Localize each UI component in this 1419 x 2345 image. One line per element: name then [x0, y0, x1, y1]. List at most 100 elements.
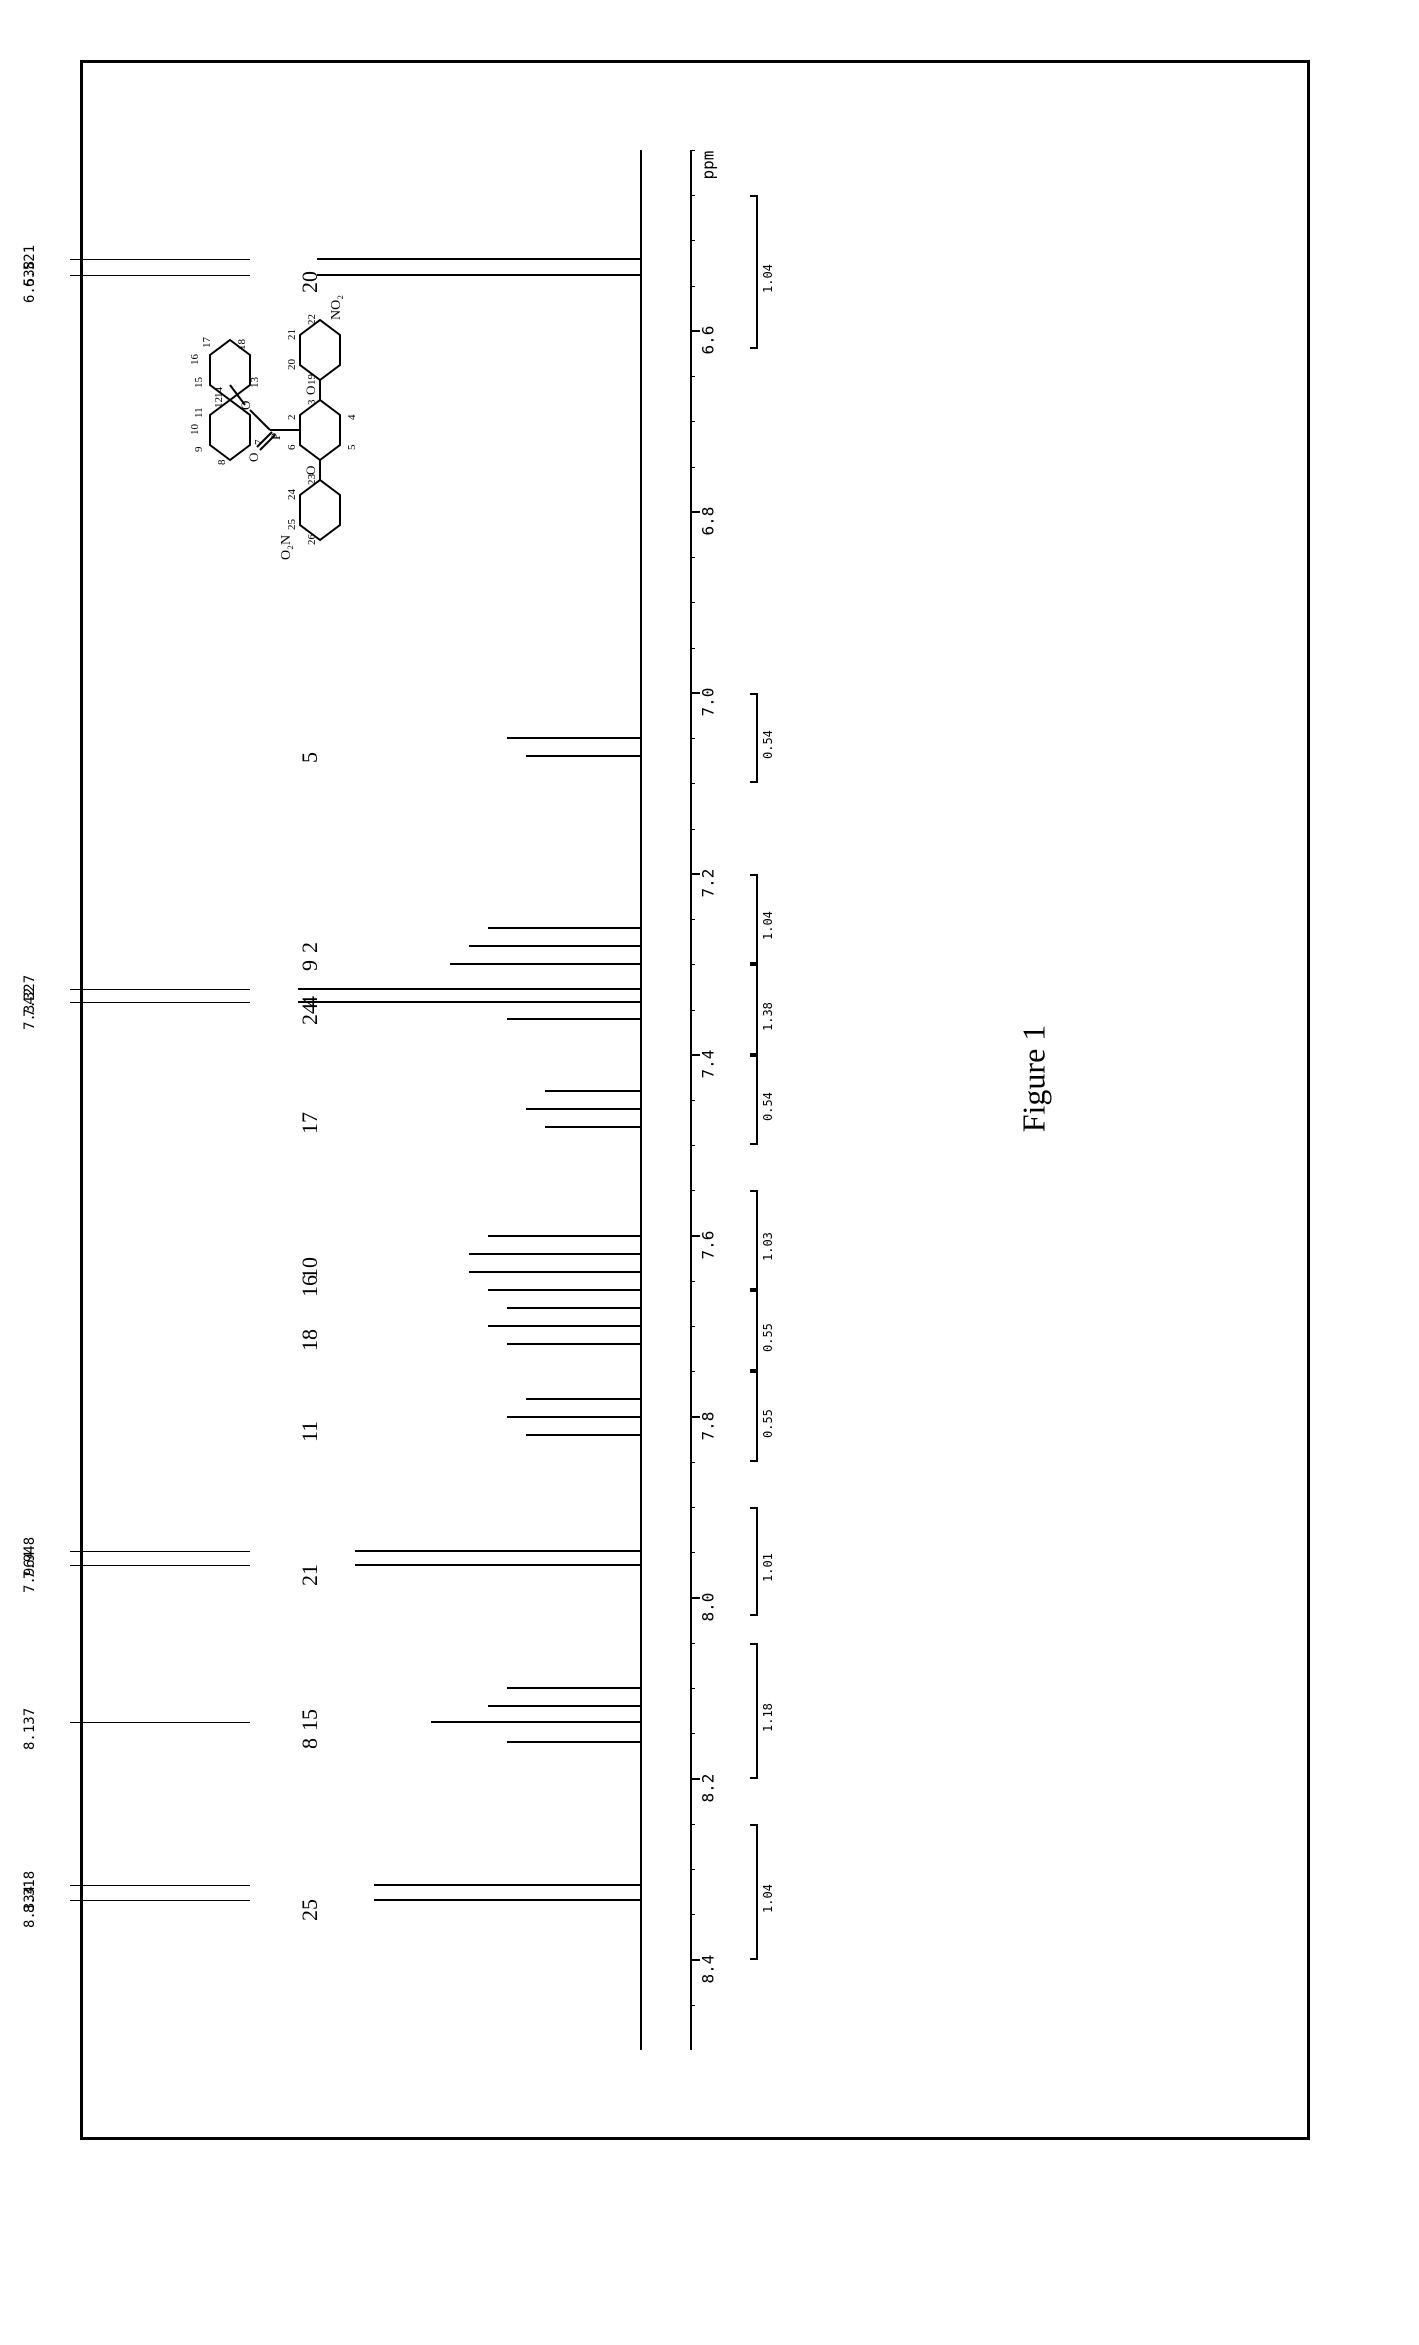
spectrum-peak: [545, 1090, 640, 1092]
spectrum-peak: [488, 1325, 640, 1327]
axis-minor-tick: [690, 1371, 695, 1372]
axis-tick-label: 7.8: [699, 1411, 718, 1440]
axis-minor-tick: [690, 1281, 695, 1282]
axis-minor-tick: [690, 1055, 695, 1056]
spectrum-peak: [488, 1705, 640, 1707]
integral-value: 1.04: [761, 911, 775, 940]
axis-minor-tick: [690, 1010, 695, 1011]
spectrum-peak: [317, 274, 640, 276]
svg-text:16: 16: [189, 354, 201, 366]
spectrum-peak: [488, 1289, 640, 1291]
axis-minor-tick: [690, 874, 695, 875]
peak-connector: [70, 1900, 250, 1901]
peak-connector: [70, 275, 250, 276]
integral-value: 1.01: [761, 1554, 775, 1583]
axis-minor-tick: [690, 602, 695, 603]
assignment-label: 17: [297, 1112, 323, 1134]
axis-tick-label: 7.0: [699, 687, 718, 716]
axis-minor-tick: [690, 512, 695, 513]
axis-tick-label: 7.6: [699, 1230, 718, 1259]
axis-minor-tick: [690, 1779, 695, 1780]
integral-bracket: [750, 1507, 758, 1616]
assignment-label: 16: [297, 1275, 323, 1297]
peak-value-label: 7.964: [22, 1551, 38, 1593]
spectrum-peak: [507, 1416, 640, 1418]
axis-minor-tick: [690, 467, 695, 468]
assignment-label: 9: [297, 960, 323, 971]
figure-caption: Figure 1: [1015, 1025, 1052, 1133]
axis-tick-label: 7.4: [699, 1049, 718, 1078]
axis-tick-label: 7.2: [699, 868, 718, 897]
spectrum-peak: [526, 755, 640, 757]
spectrum-peak: [355, 1564, 640, 1566]
spectrum-peak: [545, 1126, 640, 1128]
integral-bracket: [750, 195, 758, 349]
integral-value: 0.55: [761, 1323, 775, 1352]
axis-minor-tick: [690, 1598, 695, 1599]
axis-minor-tick: [690, 195, 695, 196]
axis-minor-tick: [690, 1733, 695, 1734]
assignment-label: 18: [297, 1329, 323, 1351]
axis-tick-label: 6.8: [699, 506, 718, 535]
axis-minor-tick: [690, 2005, 695, 2006]
integral-value: 1.04: [761, 1884, 775, 1913]
integral-bracket: [750, 964, 758, 1054]
spectrum-peak: [507, 1018, 640, 1020]
integral-bracket: [750, 693, 758, 783]
integral-bracket: [750, 874, 758, 964]
assignment-label: 24: [297, 1003, 323, 1025]
axis-minor-tick: [690, 557, 695, 558]
axis-tick-label: 8.0: [699, 1592, 718, 1621]
axis-minor-tick: [690, 783, 695, 784]
spectrum-peak: [507, 1687, 640, 1689]
axis-minor-tick: [690, 1236, 695, 1237]
peak-value-label: 7.342: [22, 988, 38, 1030]
assignment-label: 20: [297, 271, 323, 293]
svg-text:15: 15: [193, 377, 205, 389]
axis-minor-tick: [690, 150, 695, 151]
integral-bracket: [750, 1055, 758, 1145]
axis-tick-label: 6.6: [699, 326, 718, 355]
assignment-label: 21: [297, 1564, 323, 1586]
spectrum-peak: [488, 927, 640, 929]
spectrum-peak: [526, 1398, 640, 1400]
svg-text:10: 10: [189, 424, 201, 436]
axis-unit-label: ppm: [699, 151, 718, 180]
spectrum-peak: [526, 1434, 640, 1436]
axis-minor-tick: [690, 376, 695, 377]
axis-minor-tick: [690, 964, 695, 965]
integral-value: 0.54: [761, 730, 775, 759]
axis-minor-tick: [690, 1326, 695, 1327]
axis-minor-tick: [690, 1869, 695, 1870]
axis-minor-tick: [690, 1688, 695, 1689]
peak-value-label: 6.538: [22, 261, 38, 303]
nmr-spectrum: 6.5216.5387.3277.3427.9487.9648.1378.318…: [210, 150, 730, 2050]
axis-minor-tick: [690, 919, 695, 920]
peak-connector: [70, 259, 250, 260]
assignment-label: 2: [297, 942, 323, 953]
spectrum-peak: [317, 258, 640, 260]
spectrum-peak: [469, 1253, 640, 1255]
peak-connector: [70, 1565, 250, 1566]
integral-value: 0.55: [761, 1409, 775, 1438]
spectrum-baseline: [640, 150, 642, 2050]
assignment-label: 25: [297, 1899, 323, 1921]
peak-connector: [70, 1885, 250, 1886]
axis-minor-tick: [690, 829, 695, 830]
integral-value: 0.54: [761, 1092, 775, 1121]
axis-minor-tick: [690, 1643, 695, 1644]
integral-bracket: [750, 1824, 758, 1960]
assignment-label: 8: [297, 1738, 323, 1749]
axis-minor-tick: [690, 1914, 695, 1915]
axis-minor-tick: [690, 1507, 695, 1508]
axis-minor-tick: [690, 1100, 695, 1101]
axis-minor-tick: [690, 738, 695, 739]
axis-minor-tick: [690, 648, 695, 649]
assignment-label: 5: [297, 752, 323, 763]
axis-tick-label: 8.4: [699, 1954, 718, 1983]
integral-value: 1.38: [761, 1002, 775, 1031]
spectrum-peak: [298, 1001, 640, 1003]
spectrum-peak: [431, 1721, 640, 1723]
spectrum-peak: [469, 945, 640, 947]
integral-value: 1.04: [761, 264, 775, 293]
